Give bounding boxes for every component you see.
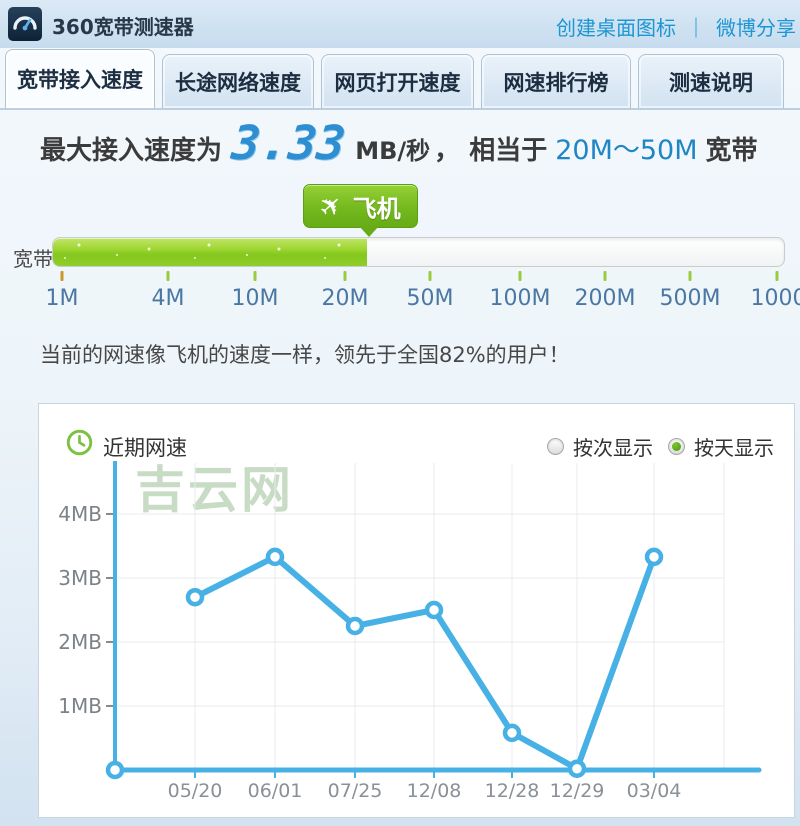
svg-text:06/01: 06/01 [248, 780, 303, 802]
clock-icon [66, 429, 93, 456]
svg-text:12/29: 12/29 [550, 780, 605, 802]
scale-tick [343, 271, 347, 281]
radio-by-test-label[interactable]: 按次显示 [573, 436, 653, 460]
tab-broadband-access-speed[interactable]: 宽带接入速度 [5, 49, 155, 108]
link-separator: ｜ [686, 16, 706, 40]
radio-by-day[interactable] [668, 438, 685, 455]
speed-level-badge: ✈ 飞机 [303, 184, 418, 237]
svg-text:12/08: 12/08 [407, 780, 462, 802]
speed-result-line: 最大接入速度为 3.33 MB/秒 ， 相当于 20M～50M 宽带 [40, 116, 758, 171]
scale-label-4m: 4M [151, 286, 185, 311]
scale-label-1000m: 1000M [750, 286, 800, 311]
scale-label-20m: 20M [321, 286, 369, 311]
scale-tick [518, 271, 522, 281]
svg-text:03/04: 03/04 [627, 780, 682, 802]
svg-text:05/20: 05/20 [168, 780, 223, 802]
svg-text:2MB: 2MB [58, 630, 102, 654]
tab-bar: 宽带接入速度 长途网络速度 网页打开速度 网速排行榜 测速说明 [5, 49, 797, 108]
progress-bar-label: 宽带 [13, 247, 53, 271]
header-links: 创建桌面图标 ｜ 微博分享 [556, 12, 796, 41]
scale-label-200m: 200M [574, 286, 636, 311]
scale-tick [603, 271, 607, 281]
scale-label-1m: 1M [45, 286, 79, 311]
badge-pointer [359, 226, 379, 237]
scale-tick [688, 271, 692, 281]
recent-speed-panel: 近期网速 按次显示 按天显示 吉云网 1MB 2MB 3MB 4MB 05/20 06/0… [38, 403, 795, 818]
scale-tick [60, 271, 64, 281]
display-mode-radios: 按次显示 按天显示 [547, 432, 780, 461]
result-middle: ， 相当于 [434, 136, 548, 166]
tab-long-distance-speed[interactable]: 长途网络速度 [162, 54, 314, 108]
tabs-bottom-divider [0, 108, 800, 110]
tab-speed-ranking[interactable]: 网速排行榜 [481, 54, 631, 108]
panel-title: 近期网速 [103, 436, 187, 460]
speed-unit: MB/秒 [355, 137, 431, 165]
speed-progress-fill [53, 238, 368, 266]
result-suffix: 宽带 [705, 136, 758, 166]
badge-label: 飞机 [352, 194, 401, 223]
app-title: 360宽带测速器 [52, 15, 194, 39]
scale-tick [166, 271, 170, 281]
scale-label-50m: 50M [406, 286, 454, 311]
svg-text:4MB: 4MB [58, 502, 102, 526]
weibo-share-link[interactable]: 微博分享 [716, 16, 796, 40]
speed-progress-track [52, 237, 785, 267]
header-bar: 360宽带测速器 创建桌面图标 ｜ 微博分享 [0, 0, 800, 48]
scale-tick [775, 271, 779, 281]
scale-label-500m: 500M [659, 286, 721, 311]
svg-text:07/25: 07/25 [328, 780, 383, 802]
radio-by-day-label[interactable]: 按天显示 [694, 436, 774, 460]
scale-tick [253, 271, 257, 281]
svg-text:1MB: 1MB [58, 694, 102, 718]
speed-value: 3.33 [229, 116, 349, 171]
svg-text:12/28: 12/28 [485, 780, 540, 802]
svg-text:3MB: 3MB [58, 566, 102, 590]
speedometer-icon [13, 16, 37, 31]
scale-tick [428, 271, 432, 281]
tab-webpage-open-speed[interactable]: 网页打开速度 [321, 54, 474, 108]
speed-history-line-chart: 1MB 2MB 3MB 4MB 05/20 06/01 07/25 12/08 12/28 12/… [58, 461, 762, 802]
airplane-icon: ✈ [312, 186, 351, 226]
app-logo [8, 7, 42, 41]
scale-label-100m: 100M [489, 286, 551, 311]
scale-label-10m: 10M [231, 286, 279, 311]
bandwidth-range: 20M～50M [555, 135, 698, 166]
result-prefix: 最大接入速度为 [40, 136, 223, 166]
speed-comparison-note: 当前的网速像飞机的速度一样，领先于全国82%的用户！ [40, 343, 570, 367]
create-desktop-icon-link[interactable]: 创建桌面图标 [556, 16, 676, 40]
radio-by-test[interactable] [547, 438, 564, 455]
tab-speedtest-help[interactable]: 测速说明 [638, 54, 784, 108]
